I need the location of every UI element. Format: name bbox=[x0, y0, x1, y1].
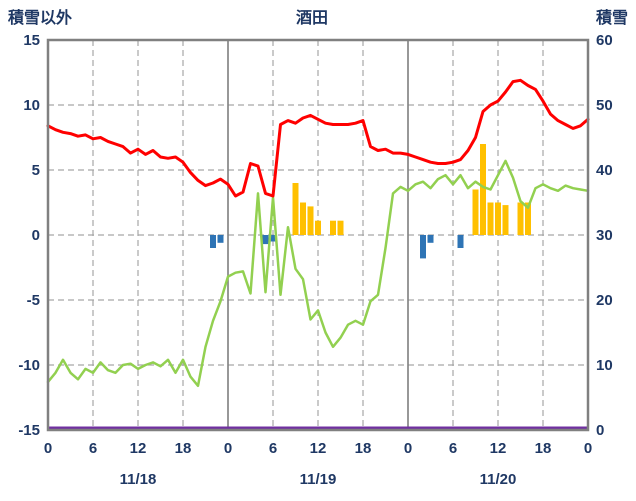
svg-text:12: 12 bbox=[490, 440, 507, 457]
svg-text:30: 30 bbox=[596, 227, 613, 244]
svg-text:0: 0 bbox=[224, 440, 232, 457]
chart-title: 酒田 bbox=[296, 9, 328, 27]
svg-text:5: 5 bbox=[32, 162, 40, 179]
series-layer bbox=[46, 78, 590, 430]
svg-text:12: 12 bbox=[310, 440, 327, 457]
plot-border bbox=[46, 38, 590, 432]
svg-text:18: 18 bbox=[175, 440, 192, 457]
svg-text:11/20: 11/20 bbox=[480, 471, 517, 488]
right-axis-title: 積雪 bbox=[595, 8, 628, 27]
svg-text:20: 20 bbox=[596, 292, 613, 309]
svg-text:40: 40 bbox=[596, 162, 613, 179]
svg-text:10: 10 bbox=[23, 97, 40, 114]
svg-text:6: 6 bbox=[449, 440, 457, 457]
svg-text:-10: -10 bbox=[18, 357, 40, 374]
svg-text:-15: -15 bbox=[18, 422, 40, 439]
svg-text:11/19: 11/19 bbox=[300, 471, 337, 488]
svg-text:15: 15 bbox=[23, 32, 40, 49]
svg-text:-5: -5 bbox=[27, 292, 40, 309]
svg-text:0: 0 bbox=[596, 422, 604, 439]
gridlines bbox=[48, 40, 588, 430]
svg-text:50: 50 bbox=[596, 97, 613, 114]
svg-text:18: 18 bbox=[355, 440, 372, 457]
svg-text:6: 6 bbox=[269, 440, 277, 457]
svg-text:60: 60 bbox=[596, 32, 613, 49]
svg-text:11/18: 11/18 bbox=[120, 471, 157, 488]
svg-text:12: 12 bbox=[130, 440, 147, 457]
svg-text:10: 10 bbox=[596, 357, 613, 374]
svg-text:18: 18 bbox=[535, 440, 552, 457]
svg-text:6: 6 bbox=[89, 440, 97, 457]
svg-text:0: 0 bbox=[32, 227, 40, 244]
svg-text:0: 0 bbox=[404, 440, 412, 457]
left-axis-title: 積雪以外 bbox=[7, 8, 72, 27]
svg-text:0: 0 bbox=[584, 440, 592, 457]
svg-text:0: 0 bbox=[44, 440, 52, 457]
